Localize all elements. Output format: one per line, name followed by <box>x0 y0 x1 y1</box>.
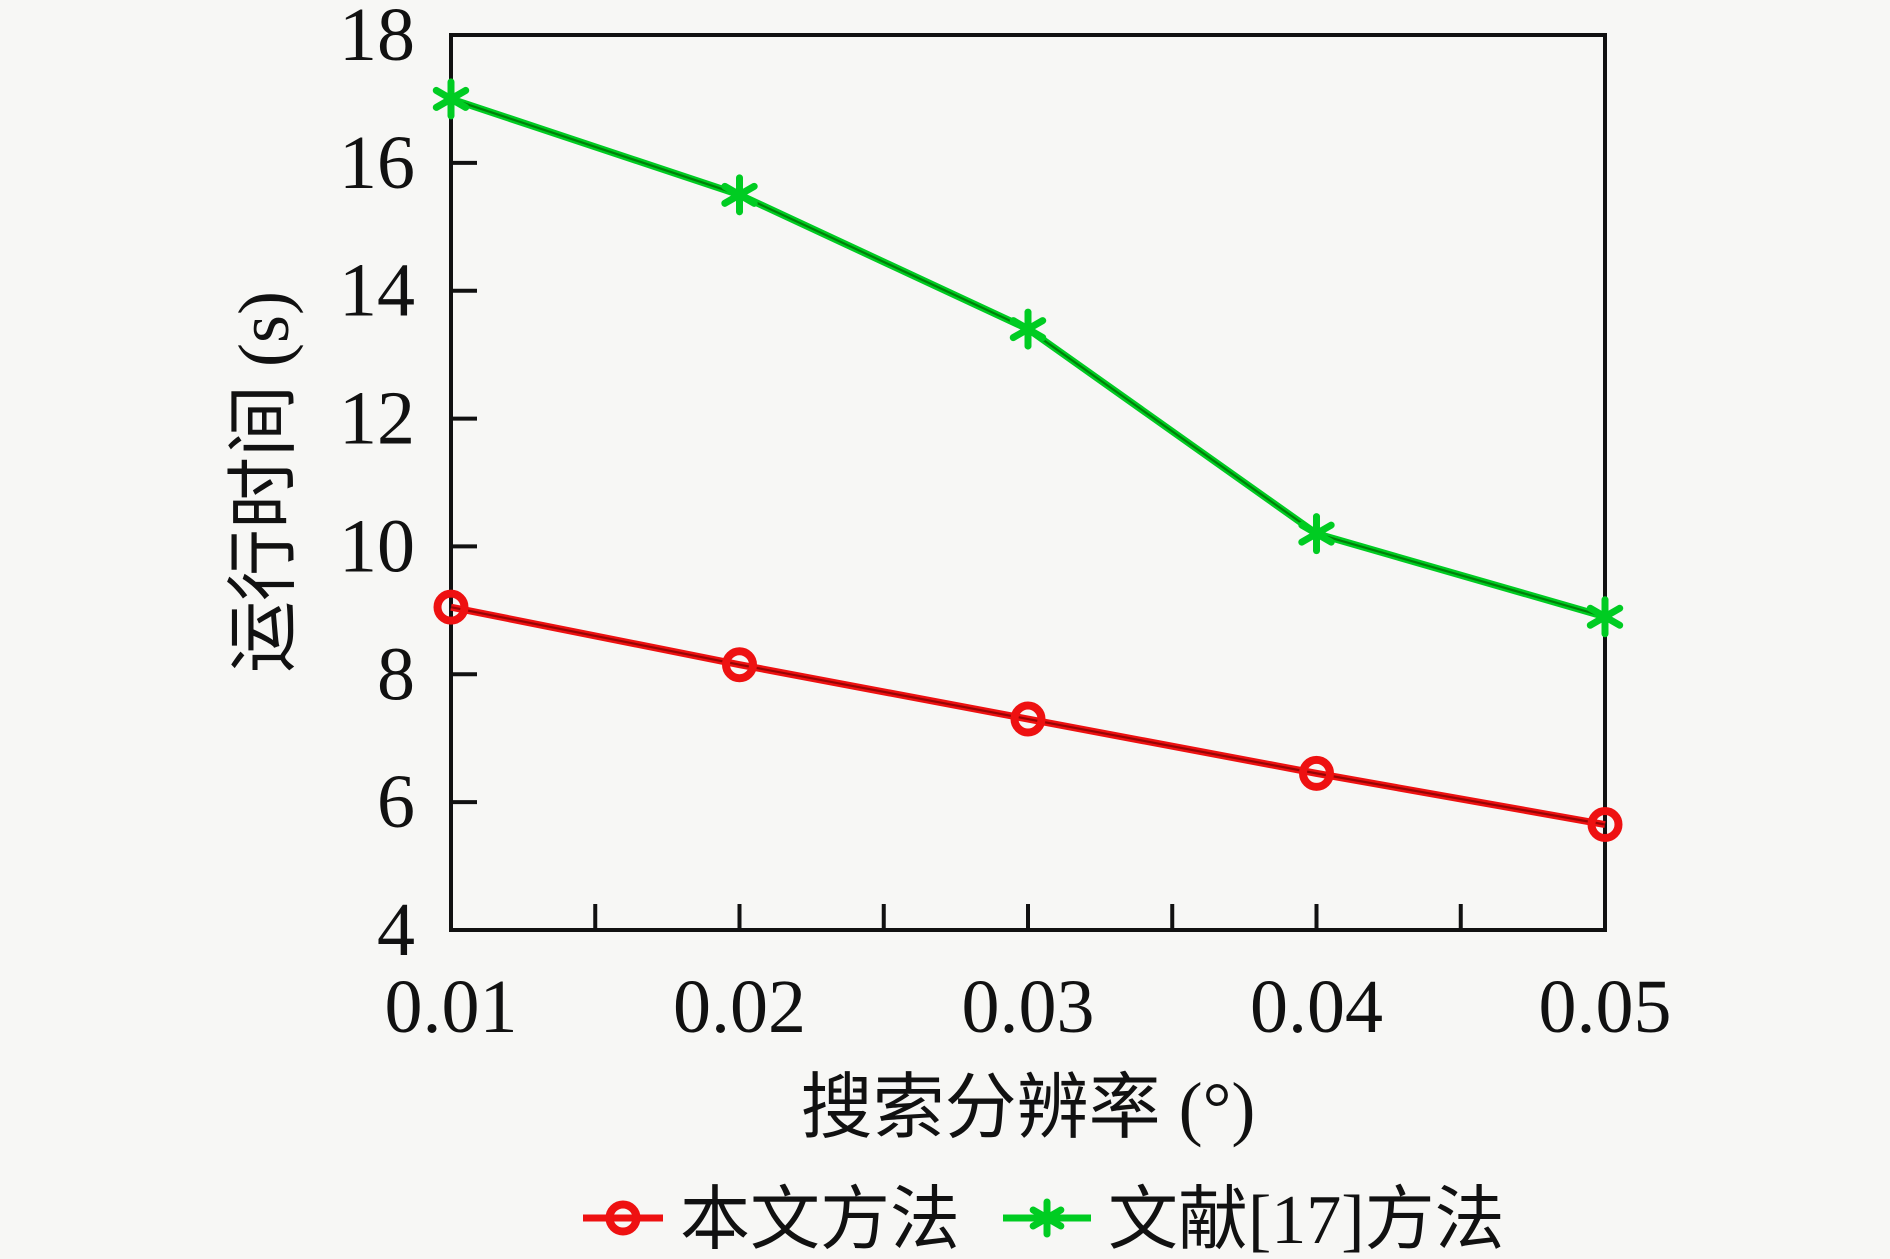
legend-label: 文献[17]方法 <box>1108 1182 1505 1259</box>
x-tick-label: 0.04 <box>1250 965 1383 1049</box>
y-axis-title: 运行时间 (s) <box>224 291 304 673</box>
data-point-marker <box>1010 701 1046 737</box>
legend-label: 本文方法 <box>680 1182 960 1259</box>
x-tick-label: 0.05 <box>1539 965 1672 1049</box>
y-tick-label: 6 <box>377 760 415 844</box>
y-tick-label: 8 <box>377 632 415 716</box>
series-line <box>449 95 1606 621</box>
data-point-marker <box>722 647 757 683</box>
asterisk-spoke <box>432 86 470 111</box>
plot-border <box>449 33 1607 932</box>
data-point-marker <box>1009 308 1047 350</box>
asterisk-spoke <box>1029 1206 1065 1230</box>
legend-marker <box>605 1200 641 1236</box>
legend-item-0: 本文方法 <box>583 1182 960 1259</box>
legend-marker <box>1029 1198 1065 1238</box>
data-point-marker <box>1298 513 1335 555</box>
asterisk-spoke <box>1298 521 1335 546</box>
x-tick-label: 0.03 <box>962 965 1095 1049</box>
asterisk-spoke <box>1009 317 1047 342</box>
data-point-marker <box>1586 596 1624 638</box>
legend: 本文方法 文献[17]方法 <box>583 1182 1505 1259</box>
data-point-marker <box>721 174 758 216</box>
y-tick-label: 12 <box>339 377 415 461</box>
legend-item-1: 文献[17]方法 <box>1003 1182 1505 1259</box>
series-line <box>450 603 1606 828</box>
asterisk-spoke <box>721 182 758 207</box>
data-point-marker <box>432 78 470 120</box>
series-line-core <box>450 606 1606 826</box>
y-tick-label: 4 <box>377 888 415 972</box>
series-line-core <box>450 97 1606 618</box>
series-0 <box>433 589 1623 843</box>
asterisk-spoke <box>1586 604 1624 629</box>
y-tick-label: 10 <box>339 504 415 588</box>
x-axis-title: 搜索分辨率 (°) <box>801 1068 1256 1148</box>
x-tick-label: 0.01 <box>385 965 518 1049</box>
y-tick-label: 16 <box>339 121 415 205</box>
data-point-marker <box>1587 807 1623 843</box>
x-tick-label: 0.02 <box>673 965 806 1049</box>
data-point-marker <box>1299 755 1334 791</box>
data-point-marker <box>433 589 469 625</box>
series-1 <box>432 78 1624 638</box>
y-tick-label: 14 <box>339 249 415 333</box>
y-tick-label: 18 <box>339 0 415 77</box>
